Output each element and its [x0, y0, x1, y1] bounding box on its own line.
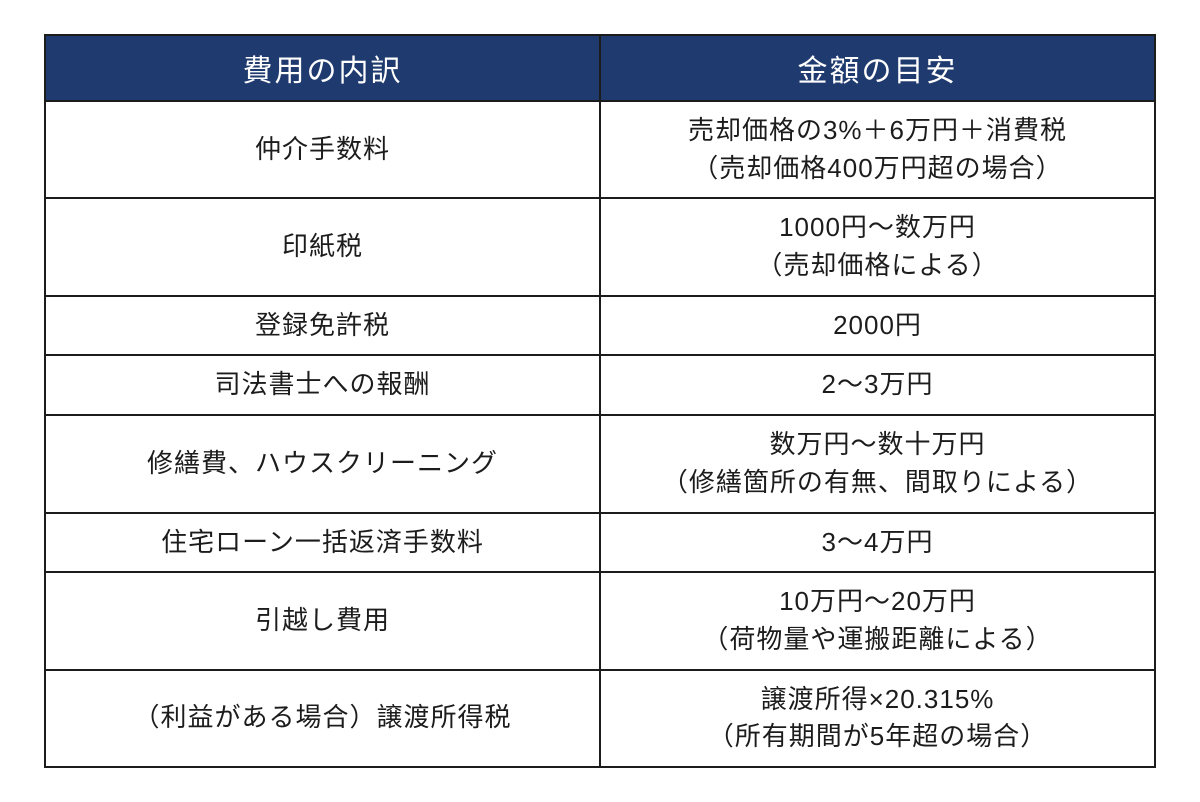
cost-breakdown-table: 費用の内訳 金額の目安 仲介手数料 売却価格の3%＋6万円＋消費税 （売却価格4… — [44, 34, 1156, 768]
cell-amount: 10万円〜20万円 （荷物量や運搬距離による） — [600, 572, 1155, 669]
table-row: 登録免許税 2000円 — [45, 296, 1155, 356]
table-row: 印紙税 1000円〜数万円 （売却価格による） — [45, 198, 1155, 295]
amount-line1: 数万円〜数十万円 — [607, 426, 1148, 464]
cell-item: 修繕費、ハウスクリーニング — [45, 415, 600, 512]
cell-item: 住宅ローン一括返済手数料 — [45, 513, 600, 573]
amount-line1: 1000円〜数万円 — [607, 209, 1148, 247]
table-row: 修繕費、ハウスクリーニング 数万円〜数十万円 （修繕箇所の有無、間取りによる） — [45, 415, 1155, 512]
table-row: 住宅ローン一括返済手数料 3〜4万円 — [45, 513, 1155, 573]
cell-amount: 1000円〜数万円 （売却価格による） — [600, 198, 1155, 295]
header-amount: 金額の目安 — [600, 35, 1155, 101]
cell-amount: 譲渡所得×20.315% （所有期間が5年超の場合） — [600, 670, 1155, 767]
amount-line2: （修繕箇所の有無、間取りによる） — [607, 464, 1148, 502]
amount-line1: 3〜4万円 — [607, 524, 1148, 562]
cell-amount: 3〜4万円 — [600, 513, 1155, 573]
cell-amount: 2000円 — [600, 296, 1155, 356]
amount-line1: 2000円 — [607, 307, 1148, 345]
cell-item: 登録免許税 — [45, 296, 600, 356]
table-row: 司法書士への報酬 2〜3万円 — [45, 355, 1155, 415]
amount-line2: （売却価格400万円超の場合） — [607, 150, 1148, 188]
cell-item: 仲介手数料 — [45, 101, 600, 198]
table-row: （利益がある場合）譲渡所得税 譲渡所得×20.315% （所有期間が5年超の場合… — [45, 670, 1155, 767]
amount-line1: 2〜3万円 — [607, 366, 1148, 404]
amount-line2: （荷物量や運搬距離による） — [607, 621, 1148, 659]
header-item: 費用の内訳 — [45, 35, 600, 101]
amount-line2: （所有期間が5年超の場合） — [607, 718, 1148, 756]
cell-amount: 売却価格の3%＋6万円＋消費税 （売却価格400万円超の場合） — [600, 101, 1155, 198]
cell-amount: 2〜3万円 — [600, 355, 1155, 415]
amount-line1: 売却価格の3%＋6万円＋消費税 — [607, 112, 1148, 150]
cell-amount: 数万円〜数十万円 （修繕箇所の有無、間取りによる） — [600, 415, 1155, 512]
amount-line1: 10万円〜20万円 — [607, 583, 1148, 621]
table-container: 費用の内訳 金額の目安 仲介手数料 売却価格の3%＋6万円＋消費税 （売却価格4… — [0, 0, 1200, 802]
cell-item: 司法書士への報酬 — [45, 355, 600, 415]
cell-item: 印紙税 — [45, 198, 600, 295]
amount-line2: （売却価格による） — [607, 247, 1148, 285]
cell-item: （利益がある場合）譲渡所得税 — [45, 670, 600, 767]
table-row: 仲介手数料 売却価格の3%＋6万円＋消費税 （売却価格400万円超の場合） — [45, 101, 1155, 198]
table-header-row: 費用の内訳 金額の目安 — [45, 35, 1155, 101]
table-row: 引越し費用 10万円〜20万円 （荷物量や運搬距離による） — [45, 572, 1155, 669]
amount-line1: 譲渡所得×20.315% — [607, 681, 1148, 719]
cell-item: 引越し費用 — [45, 572, 600, 669]
